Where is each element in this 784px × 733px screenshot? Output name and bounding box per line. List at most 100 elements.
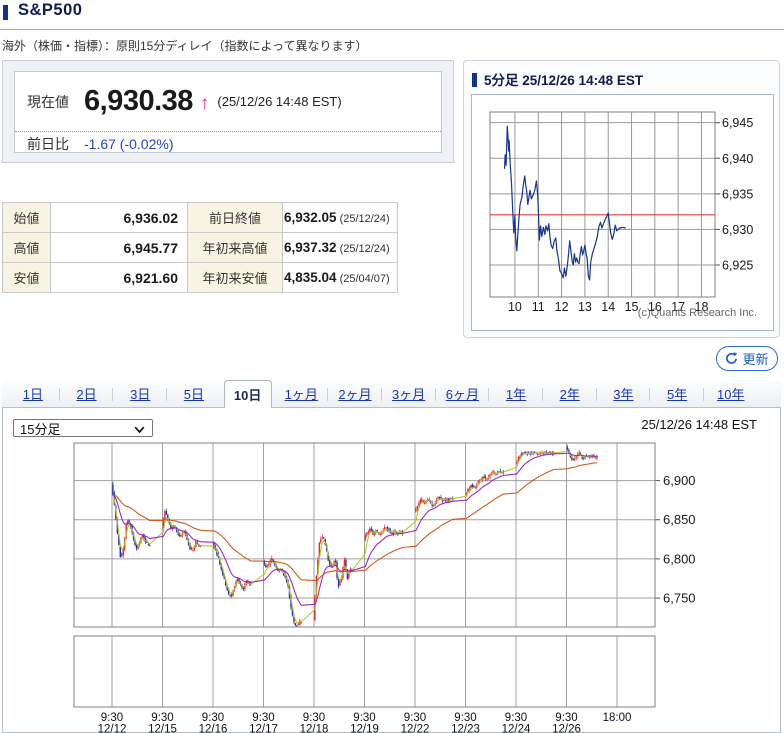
svg-text:15: 15 (625, 300, 639, 314)
intraday-title: 5分足 25/12/26 14:48 EST (484, 73, 644, 88)
tab-2日[interactable]: 2日 (60, 380, 114, 407)
open-value: 6,936.02 (50, 202, 188, 233)
tab-link-3日[interactable]: 3日 (130, 387, 151, 402)
tab-3日[interactable]: 3日 (113, 380, 167, 407)
tab-link-1日[interactable]: 1日 (22, 387, 43, 402)
tab-6ヶ月[interactable]: 6ヶ月 (436, 380, 490, 407)
svg-text:9:30: 9:30 (202, 712, 224, 724)
svg-text:6,930: 6,930 (722, 223, 753, 237)
title-accent-bar (3, 5, 8, 20)
svg-text:9:30: 9:30 (353, 712, 375, 724)
svg-text:10: 10 (508, 300, 522, 314)
up-arrow-icon: ↑ (199, 92, 210, 114)
ytd-low-label: 年初来安値 (187, 262, 283, 293)
tab-5年[interactable]: 5年 (650, 380, 704, 407)
svg-text:12/15: 12/15 (148, 724, 177, 733)
svg-text:9:30: 9:30 (151, 712, 173, 724)
copyright-text: (c)Quants Research Inc. (637, 307, 757, 319)
table-row: 始値 6,936.02 前日終値 6,932.05 (25/12/24) (2, 202, 398, 233)
refresh-button[interactable]: 更新 (716, 346, 778, 371)
tab-2年[interactable]: 2年 (543, 380, 597, 407)
table-row: 高値 6,945.77 年初来高値 6,937.32 (25/12/24) (2, 232, 398, 263)
tab-link-1ヶ月[interactable]: 1ヶ月 (284, 387, 318, 402)
svg-text:11: 11 (532, 300, 545, 314)
change-label: 前日比 (27, 136, 69, 152)
tab-link-2ヶ月[interactable]: 2ヶ月 (338, 387, 372, 402)
tab-link-3年[interactable]: 3年 (613, 387, 634, 402)
tab-link-10年[interactable]: 10年 (717, 387, 745, 402)
tab-link-5年[interactable]: 5年 (666, 387, 688, 402)
prev-close-label: 前日終値 (187, 202, 283, 233)
current-quote-card: 現在値 6,930.38 ↑ (25/12/26 14:48 EST) 前日比 … (14, 71, 442, 153)
svg-text:12/22: 12/22 (401, 724, 430, 733)
svg-text:9:30: 9:30 (555, 712, 577, 724)
current-quote-panel: 現在値 6,930.38 ↑ (25/12/26 14:48 EST) 前日比 … (2, 60, 454, 163)
quote-timestamp: (25/12/26 14:48 EST) (217, 94, 342, 109)
svg-text:12/18: 12/18 (300, 724, 329, 733)
svg-text:14: 14 (601, 300, 615, 314)
page-title: S&P500 (18, 1, 83, 19)
prev-close-date: (25/12/24) (339, 213, 390, 225)
daily-stats-table: 始値 6,936.02 前日終値 6,932.05 (25/12/24) 高値 6… (2, 202, 398, 293)
svg-text:6,935: 6,935 (722, 187, 753, 201)
tab-link-2日[interactable]: 2日 (76, 387, 97, 402)
tab-link-3ヶ月[interactable]: 3ヶ月 (392, 387, 426, 402)
current-price-row: 現在値 6,930.38 ↑ (25/12/26 14:48 EST) (15, 72, 441, 131)
svg-text:12/24: 12/24 (502, 724, 531, 733)
tab-10年[interactable]: 10年 (704, 380, 758, 407)
interval-select[interactable]: 15分足 (13, 419, 153, 437)
period-tab-bar: 1日 2日 3日 5日 10日 1ヶ月 2ヶ月 3ヶ月 6ヶ月 1年 2年 3年 5年 10年 (2, 380, 781, 408)
tab-link-6ヶ月[interactable]: 6ヶ月 (445, 387, 479, 402)
svg-text:12/19: 12/19 (350, 724, 379, 733)
delay-notice: 海外（株価・指標）：原則15分ディレイ（指数によって異なります） (2, 39, 368, 53)
ytd-low-date: (25/04/07) (339, 273, 390, 285)
svg-text:12/23: 12/23 (451, 724, 480, 733)
change-row: 前日比 -1.67 (-0.02%) (15, 131, 441, 156)
svg-text:6,925: 6,925 (722, 258, 753, 272)
prev-close-number: 6,932.05 (284, 210, 337, 225)
svg-text:16: 16 (648, 300, 662, 314)
intraday-chart: 6,925 6,930 6,935 6,940 6,945 10 11 12 13 14 15 16 1… (489, 111, 753, 314)
tab-2ヶ月[interactable]: 2ヶ月 (328, 380, 382, 407)
tab-1年[interactable]: 1年 (489, 380, 543, 407)
tab-link-5日[interactable]: 5日 (183, 387, 205, 402)
svg-text:9:30: 9:30 (505, 712, 527, 724)
chevron-down-icon (134, 426, 145, 434)
intraday-accent-bar (472, 73, 477, 87)
chart-datetime: 25/12/26 14:48 EST (641, 417, 757, 432)
intraday-panel: 5分足 25/12/26 14:48 EST 6,925 6,930 6,935 6,… (463, 60, 780, 338)
ytd-low-value: 4,835.04 (25/04/07) (282, 262, 398, 293)
ytd-high-value: 6,937.32 (25/12/24) (282, 232, 398, 263)
interval-select-value: 15分足 (20, 421, 61, 437)
refresh-label: 更新 (742, 352, 769, 367)
svg-text:9:30: 9:30 (404, 712, 426, 724)
svg-text:6,750: 6,750 (663, 591, 696, 606)
tab-1日[interactable]: 1日 (6, 380, 60, 407)
svg-text:12/26: 12/26 (552, 724, 581, 733)
tab-3ヶ月[interactable]: 3ヶ月 (382, 380, 436, 407)
table-row: 安値 6,921.60 年初来安値 4,835.04 (25/04/07) (2, 262, 398, 293)
ytd-high-number: 6,937.32 (284, 240, 337, 255)
change-value: -1.67 (-0.02%) (84, 136, 174, 152)
high-label: 高値 (2, 232, 51, 263)
low-label: 安値 (2, 262, 51, 293)
tab-1ヶ月[interactable]: 1ヶ月 (274, 380, 328, 407)
current-price-label: 現在値 (27, 93, 69, 110)
prev-close-value: 6,932.05 (25/12/24) (282, 202, 398, 233)
svg-text:9:30: 9:30 (252, 712, 274, 724)
svg-text:18: 18 (695, 300, 709, 314)
svg-text:6,900: 6,900 (663, 473, 696, 488)
ytd-high-label: 年初来高値 (187, 232, 283, 263)
tab-link-1年[interactable]: 1年 (505, 387, 527, 402)
svg-text:18:00: 18:00 (603, 712, 632, 724)
tab-3年[interactable]: 3年 (597, 380, 651, 407)
tab-5日[interactable]: 5日 (167, 380, 221, 407)
open-label: 始値 (2, 202, 51, 233)
tab-link-2年[interactable]: 2年 (559, 387, 580, 402)
ytd-high-date: (25/12/24) (339, 243, 390, 255)
tab-10日[interactable]: 10日 (221, 380, 275, 408)
main-candlestick-chart: 6,9006,8506,8006,7509:3012/129:3012/159:… (73, 442, 696, 733)
refresh-icon (726, 352, 738, 364)
high-value: 6,945.77 (50, 232, 188, 263)
